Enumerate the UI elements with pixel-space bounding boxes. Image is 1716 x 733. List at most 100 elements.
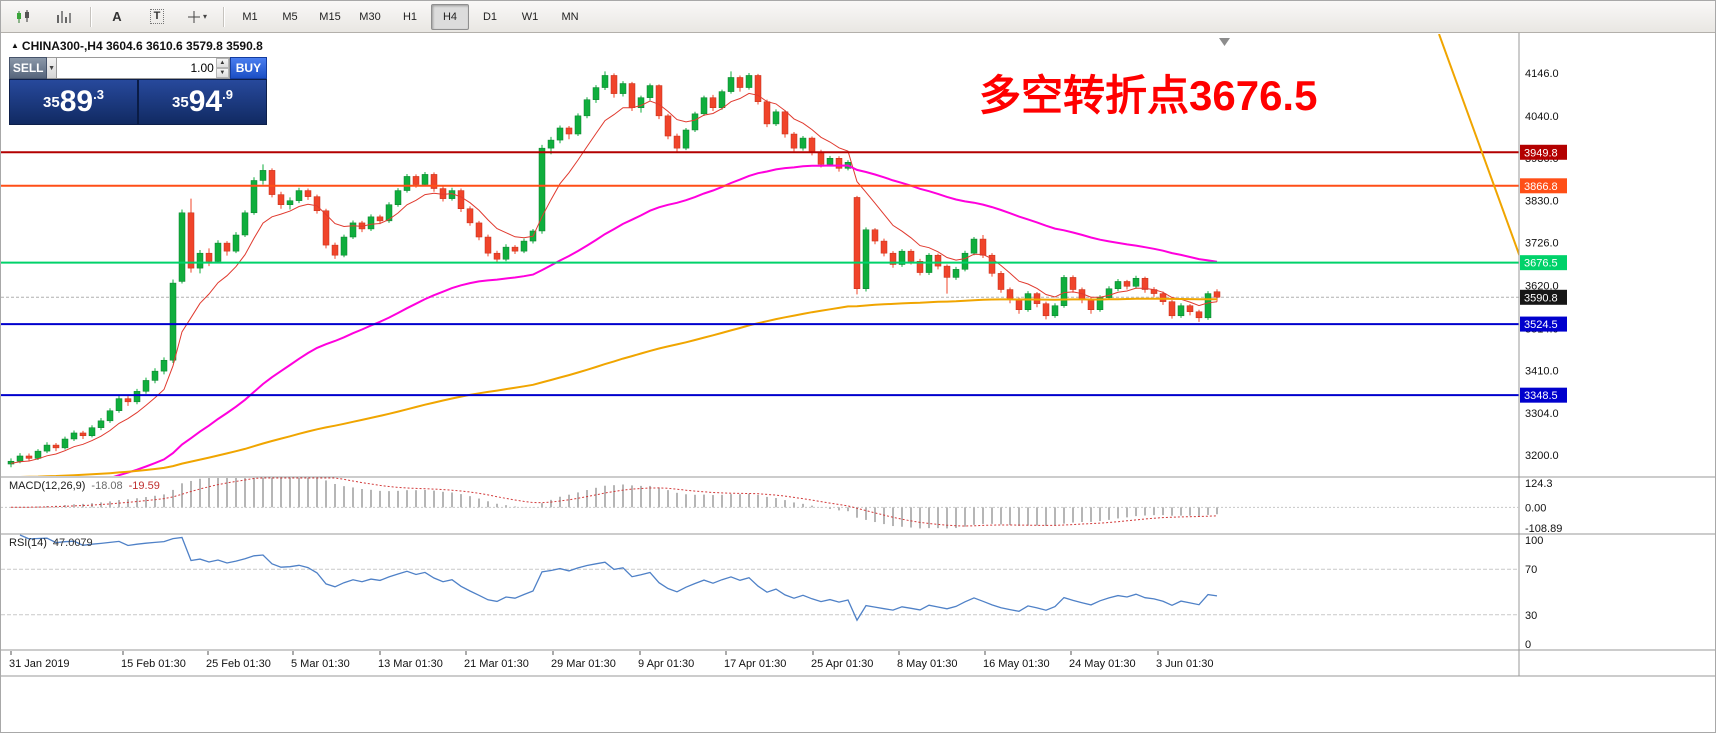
text-label-icon: A xyxy=(112,9,122,24)
volume-input[interactable] xyxy=(56,58,216,78)
rsi-value: 47.0079 xyxy=(52,537,93,549)
buy-price-big: 94 xyxy=(188,85,223,118)
rsi-axis-label: 70 xyxy=(1525,564,1537,576)
rsi-axis-label: 0 xyxy=(1525,639,1531,651)
svg-text:25 Feb 01:30: 25 Feb 01:30 xyxy=(206,658,271,670)
svg-text:3676.5: 3676.5 xyxy=(1524,258,1558,270)
svg-text:5 Mar 01:30: 5 Mar 01:30 xyxy=(291,658,350,670)
rsi-axis-label: 30 xyxy=(1525,610,1537,622)
sell-button[interactable]: SELL xyxy=(9,57,48,79)
buy-price-prefix: 35 xyxy=(172,93,189,111)
svg-text:21 Mar 01:30: 21 Mar 01:30 xyxy=(464,658,529,670)
bid-price-badge: 3590.8 xyxy=(1520,289,1567,305)
bid-ask-display: 35 89.3 35 94.9 xyxy=(9,79,267,125)
price-divider xyxy=(137,80,139,124)
toolbar-separator xyxy=(90,6,91,27)
svg-text:4040.0: 4040.0 xyxy=(1525,111,1559,123)
candlestick-glyph-icon xyxy=(17,9,29,23)
sell-price-prefix: 35 xyxy=(43,93,60,111)
macd-name: MACD(12,26,9) xyxy=(9,480,86,492)
svg-text:3524.5: 3524.5 xyxy=(1524,319,1558,331)
svg-text:16 May 01:30: 16 May 01:30 xyxy=(983,658,1050,670)
svg-text:29 Mar 01:30: 29 Mar 01:30 xyxy=(551,658,616,670)
rsi-label: RSI(14) 47.0079 xyxy=(9,537,93,549)
price-badge-3676.5: 3676.5 xyxy=(1520,255,1567,271)
trendline-annotation[interactable]: 多空转折点3676.5 xyxy=(979,72,1318,119)
buy-price-suffix: .9 xyxy=(222,87,233,102)
timeframe-button-M5[interactable]: M5 xyxy=(282,10,298,23)
svg-text:3866.8: 3866.8 xyxy=(1524,181,1558,193)
macd-axis-min: -108.89 xyxy=(1525,523,1562,535)
svg-text:15 Feb 01:30: 15 Feb 01:30 xyxy=(121,658,186,670)
svg-text:3410.0: 3410.0 xyxy=(1525,365,1559,377)
svg-text:3949.8: 3949.8 xyxy=(1524,147,1558,159)
text-box-tool-button[interactable]: T xyxy=(138,4,176,30)
indicator-bars-icon[interactable] xyxy=(45,4,83,30)
ma-slow-orange xyxy=(19,297,1217,476)
timeframe-button-H1[interactable]: H1 xyxy=(402,10,418,23)
macd-signal-line xyxy=(11,477,1218,527)
timeframe-button-MN[interactable]: MN xyxy=(561,10,579,23)
time-axis[interactable]: 31 Jan 2019 15 Feb 01:30 25 Feb 01:30 5 Mar… xyxy=(9,651,1214,670)
svg-text:8 May 01:30: 8 May 01:30 xyxy=(897,658,958,670)
timeframe-button-M30[interactable]: M30 xyxy=(359,10,381,23)
timeframe-button-D1[interactable]: D1 xyxy=(482,10,498,23)
macd-main-value: -18.08 xyxy=(91,480,123,492)
ma-fast-red xyxy=(10,92,1218,464)
svg-text:24 May 01:30: 24 May 01:30 xyxy=(1069,658,1136,670)
sell-price-suffix: .3 xyxy=(93,87,104,102)
cursor-tools-button[interactable]: ▾ xyxy=(178,4,216,30)
price-badge-3866.8: 3866.8 xyxy=(1520,178,1567,194)
chart-area[interactable]: 4146.04040.03936.03830.03726.03620.03514… xyxy=(1,33,1716,733)
rsi-axis-label: 100 xyxy=(1525,535,1543,547)
svg-text:3 Jun 01:30: 3 Jun 01:30 xyxy=(1156,658,1214,670)
volume-down-button[interactable]: ▼ xyxy=(215,68,229,78)
toolbar: A T ▾ M1 M5 M15 M30 H1 H4 D1 W1 MN xyxy=(1,1,1715,33)
ma-medium-magenta xyxy=(113,164,1218,476)
svg-text:4146.0: 4146.0 xyxy=(1525,68,1559,80)
macd-axis-max: 124.3 xyxy=(1525,478,1553,490)
toolbar-separator xyxy=(223,6,224,27)
timeframe-button-M1[interactable]: M1 xyxy=(242,10,258,23)
text-box-icon: T xyxy=(149,9,165,24)
symbol-ohlc: 3604.6 3610.6 3579.8 3590.8 xyxy=(105,39,263,53)
timeframe-button-H4[interactable]: H4 xyxy=(431,3,469,30)
svg-text:3200.0: 3200.0 xyxy=(1525,450,1559,462)
volume-up-button[interactable]: ▲ xyxy=(215,58,229,68)
volume-stepper: ▲ ▼ xyxy=(215,58,229,78)
svg-text:3830.0: 3830.0 xyxy=(1525,196,1559,208)
symbol-name: CHINA300-,H4 xyxy=(21,39,103,53)
sell-price[interactable]: 35 89.3 xyxy=(10,80,137,124)
buy-price[interactable]: 35 94.9 xyxy=(139,80,266,124)
symbol-header: ▲ CHINA300-,H4 3604.6 3610.6 3579.8 3590.… xyxy=(11,39,263,53)
moving-averages-layer xyxy=(10,92,1218,476)
macd-label: MACD(12,26,9) -18.08 -19.59 xyxy=(9,480,160,492)
macd-axis-zero: 0.00 xyxy=(1525,502,1546,514)
rsi-line xyxy=(19,534,1218,622)
chart-canvas[interactable]: 4146.04040.03936.03830.03726.03620.03514… xyxy=(1,33,1716,733)
price-badge-3949.8: 3949.8 xyxy=(1520,144,1567,160)
svg-text:13 Mar 01:30: 13 Mar 01:30 xyxy=(378,658,443,670)
svg-text:3590.8: 3590.8 xyxy=(1524,292,1558,304)
text-label-tool-button[interactable]: A xyxy=(98,4,136,30)
timeframe-bar: M1 M5 M15 M30 H1 H4 D1 W1 MN xyxy=(231,3,589,30)
price-axis[interactable]: 4146.04040.03936.03830.03726.03620.03514… xyxy=(1525,68,1559,462)
timeframe-button-M15[interactable]: M15 xyxy=(319,10,341,23)
candles-layer[interactable] xyxy=(7,71,1221,468)
svg-text:17 Apr 01:30: 17 Apr 01:30 xyxy=(724,658,786,670)
svg-text:25 Apr 01:30: 25 Apr 01:30 xyxy=(811,658,873,670)
collapse-panel-icon[interactable]: ▲ xyxy=(11,41,19,50)
timeframe-button-W1[interactable]: W1 xyxy=(521,10,539,23)
svg-text:31 Jan 2019: 31 Jan 2019 xyxy=(9,658,70,670)
sell-price-big: 89 xyxy=(59,85,94,118)
svg-text:3620.0: 3620.0 xyxy=(1525,280,1559,292)
buy-button[interactable]: BUY xyxy=(229,57,267,79)
volume-dropdown-button[interactable]: ▼ xyxy=(47,57,57,79)
price-badge-3524.5: 3524.5 xyxy=(1520,316,1567,332)
chart-shift-marker[interactable] xyxy=(1219,38,1230,46)
chevron-down-icon: ▾ xyxy=(202,12,207,21)
chart-objects-icon[interactable] xyxy=(5,4,43,30)
descending-trendline[interactable] xyxy=(1438,34,1524,268)
